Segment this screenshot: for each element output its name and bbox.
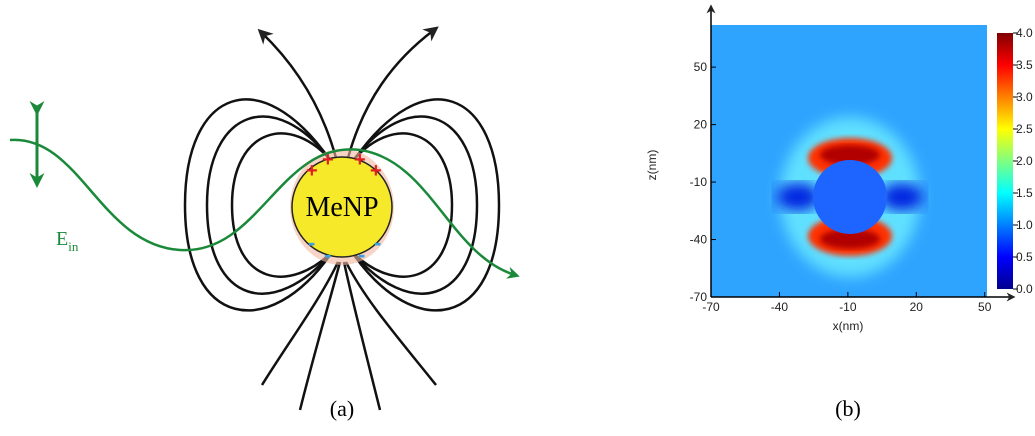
caption-a: (a) (330, 396, 354, 421)
svg-text:-: - (358, 242, 365, 267)
y-tick-label: -40 (690, 233, 708, 247)
caption-b: (b) (835, 396, 861, 421)
colorbar (997, 33, 1013, 289)
x-tick-label: 50 (978, 300, 992, 314)
colorbar-tick-label: 2.0 (1016, 154, 1033, 168)
colorbar-tick-label: 2.5 (1016, 122, 1033, 136)
y-tick-label: -70 (690, 290, 708, 304)
svg-text:-: - (308, 230, 315, 255)
colorbar-tick-label: 4.0 (1016, 26, 1033, 40)
field-label: Ein (56, 228, 79, 254)
figure: ++++ ---- MeNP Ein (a) x(nm) z(nm) (b) -… (0, 0, 1035, 436)
y-tick-label: 20 (694, 118, 708, 132)
svg-text:+: + (354, 149, 366, 171)
svg-text:-: - (324, 242, 331, 267)
colorbar-tick-label: 3.0 (1016, 90, 1033, 104)
x-tick-label: 20 (910, 300, 924, 314)
colorbar-tick-label: 0.0 (1016, 282, 1033, 296)
incident-wave (10, 140, 515, 275)
x-tick-label: -40 (771, 300, 789, 314)
colorbar-tick-label: 1.0 (1016, 218, 1033, 232)
colorbar-tick-label: 3.5 (1016, 58, 1033, 72)
colorbar-tick-label: 1.5 (1016, 186, 1033, 200)
svg-text:+: + (370, 160, 382, 182)
y-tick-label: 50 (694, 60, 708, 74)
heatmap (711, 25, 987, 297)
particle-label: MeNP (305, 192, 378, 223)
svg-text:-: - (374, 230, 381, 255)
colorbar-tick-label: 0.5 (1016, 250, 1033, 264)
x-axis-label: x(nm) (833, 319, 864, 333)
y-axis-label: z(nm) (645, 150, 659, 181)
y-tick-label: -10 (690, 175, 708, 189)
x-tick-label: -10 (839, 300, 857, 314)
